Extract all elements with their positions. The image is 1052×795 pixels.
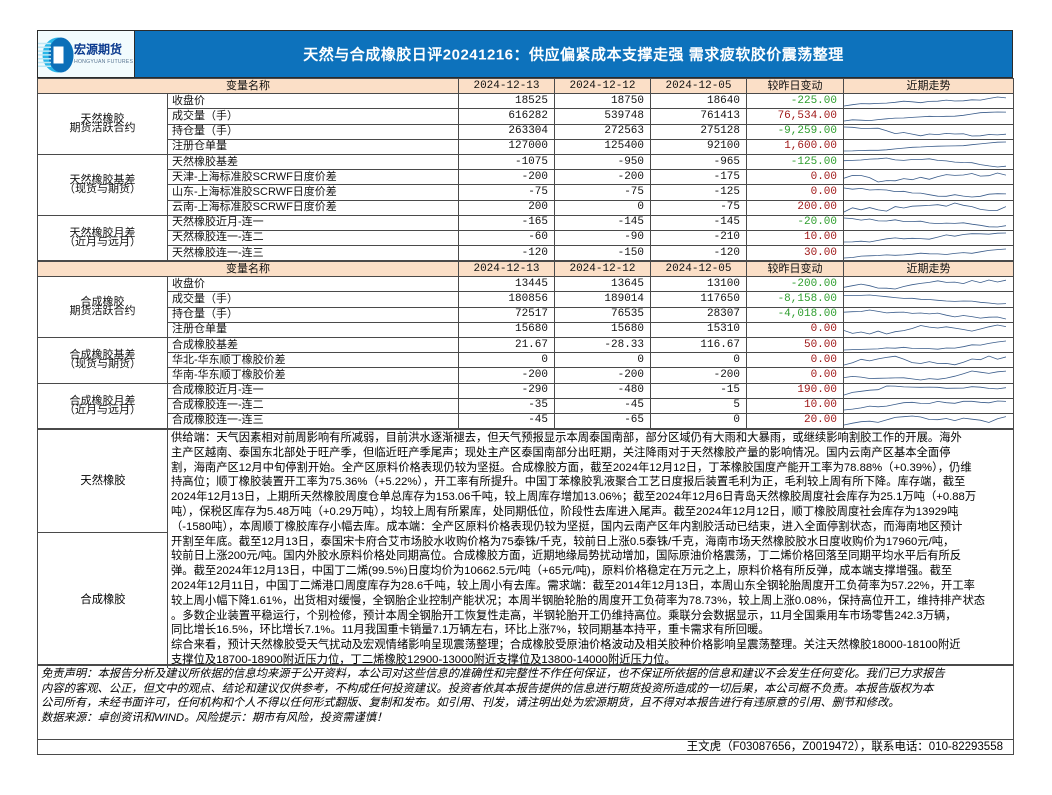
svg-text:HONGYUAN FUTURES: HONGYUAN FUTURES: [74, 59, 133, 65]
svg-text:宏源期货: 宏源期货: [74, 42, 122, 57]
